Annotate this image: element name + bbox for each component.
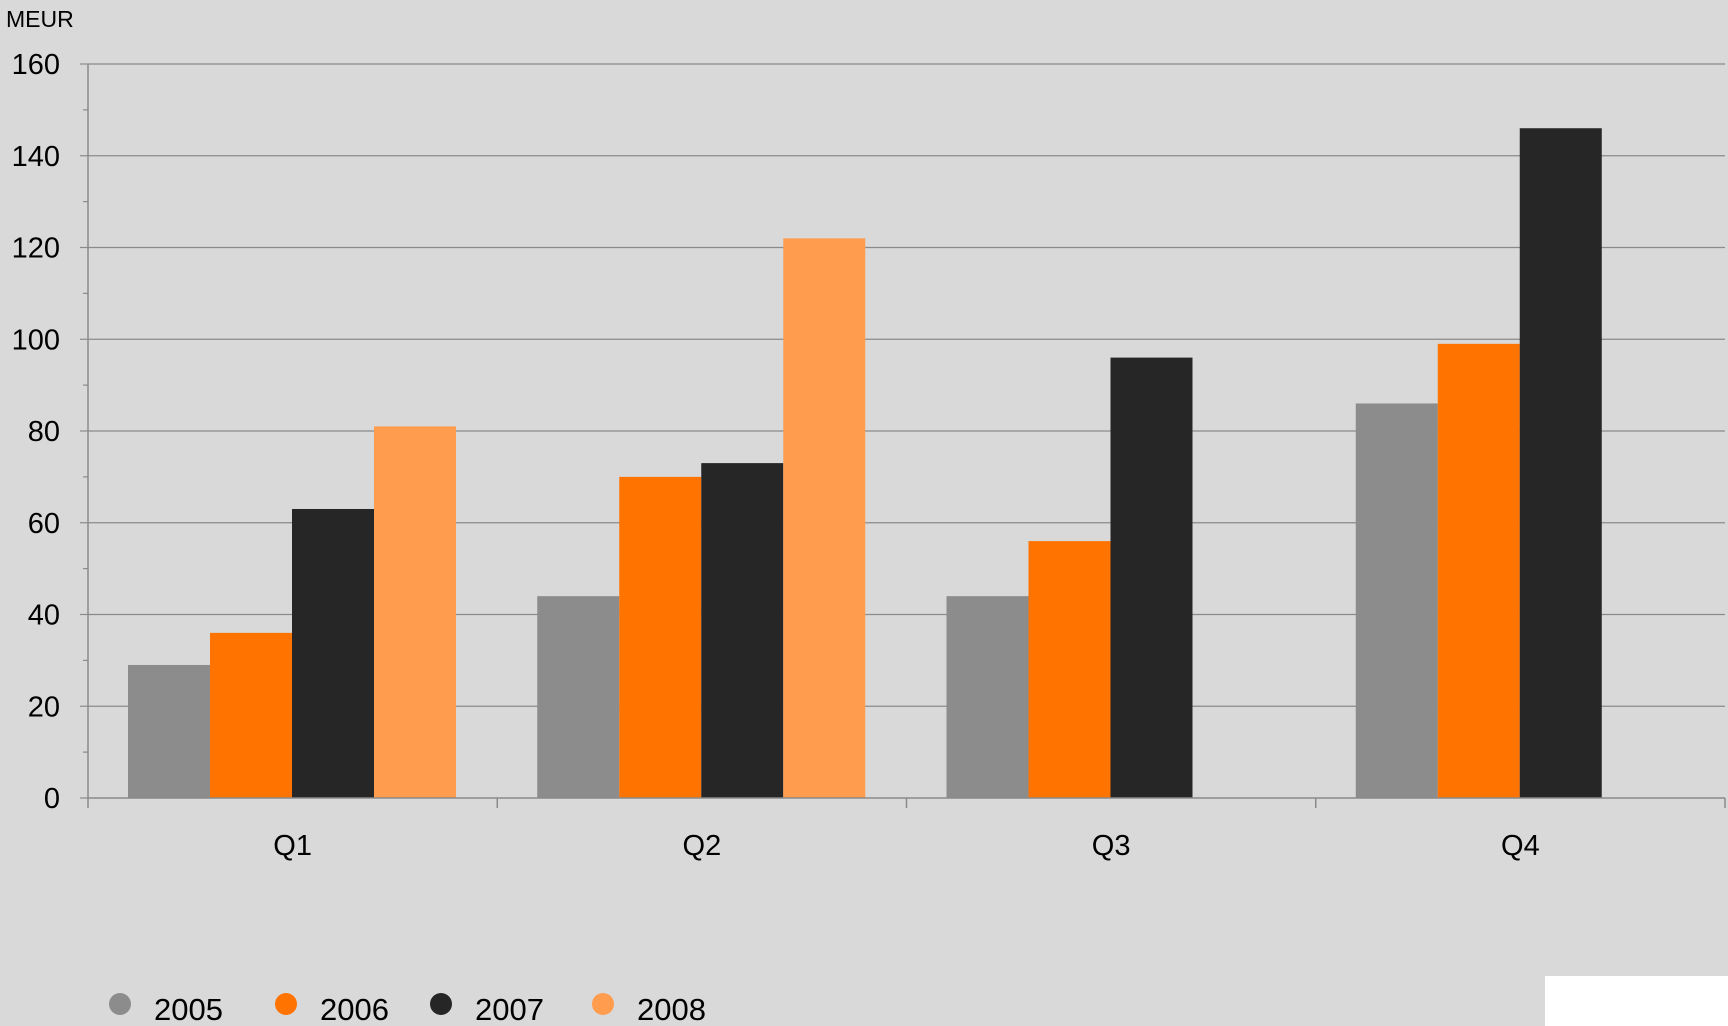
y-tick-label: 140 <box>12 141 60 173</box>
y-tick-label: 60 <box>28 508 60 540</box>
legend-marker-2008 <box>592 993 614 1015</box>
y-axis-unit-label: MEUR <box>6 6 74 32</box>
legend: 2005 2006 2007 2008 <box>109 992 706 1026</box>
y-tick-label: 0 <box>44 783 60 815</box>
bar-2006-Q3 <box>1028 541 1111 798</box>
category-label-Q3: Q3 <box>1092 830 1131 862</box>
bar-2008-Q1 <box>374 426 456 798</box>
category-label-Q1: Q1 <box>273 830 312 862</box>
legend-label-2006: 2006 <box>320 992 389 1026</box>
bar-2005-Q1 <box>128 664 210 798</box>
legend-label-2008: 2008 <box>637 992 706 1026</box>
legend-label-2005: 2005 <box>154 992 223 1026</box>
category-label-Q2: Q2 <box>683 830 722 862</box>
y-tick-label: 160 <box>12 49 60 81</box>
bar-2007-Q1 <box>292 508 374 798</box>
bar-2005-Q4 <box>1355 403 1438 798</box>
bar-2005-Q3 <box>946 596 1029 798</box>
legend-label-2007: 2007 <box>475 992 544 1026</box>
bar-2007-Q4 <box>1519 128 1602 799</box>
y-tick-label: 120 <box>12 233 60 265</box>
y-tick-label: 80 <box>28 416 60 448</box>
y-axis-ticks: 0 20 40 60 80 100 120 140 160 <box>12 49 88 815</box>
bar-2006-Q2 <box>619 476 702 798</box>
category-label-Q4: Q4 <box>1501 830 1540 862</box>
legend-marker-2007 <box>430 993 452 1015</box>
legend-marker-2005 <box>109 993 131 1015</box>
axes <box>87 64 1726 808</box>
y-tick-label: 20 <box>28 691 60 723</box>
y-tick-label: 40 <box>28 600 60 632</box>
y-tick-label: 100 <box>12 324 60 356</box>
bar-2007-Q2 <box>701 463 784 798</box>
bar-2007-Q3 <box>1110 357 1193 798</box>
bars <box>128 128 1602 799</box>
bar-2006-Q1 <box>210 632 292 798</box>
x-axis-labels: Q1 Q2 Q3 Q4 <box>273 830 1539 862</box>
bar-2008-Q2 <box>783 238 866 798</box>
corner-patch <box>1545 976 1728 1026</box>
bar-2005-Q2 <box>537 596 620 798</box>
bar-2006-Q4 <box>1437 343 1520 798</box>
legend-marker-2006 <box>275 993 297 1015</box>
